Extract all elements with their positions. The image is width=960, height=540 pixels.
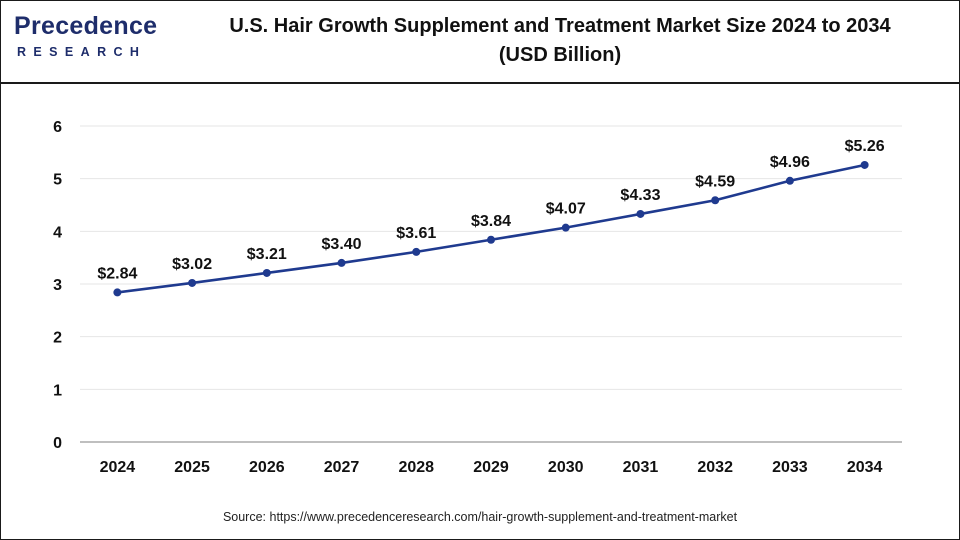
header: Precedence RESEARCH U.S. Hair Growth Sup… [0, 0, 960, 84]
line-chart: 0 1 2 3 4 5 6 2024 2025 2026 2027 2028 2029 2030 2031 2… [53, 119, 902, 476]
x-tick-label: 2028 [398, 459, 434, 476]
y-tick-label: 2 [53, 330, 62, 347]
data-label: $3.02 [172, 256, 212, 273]
x-tick-label: 2034 [847, 459, 883, 476]
data-label: $4.96 [770, 154, 810, 171]
y-tick-label: 0 [53, 435, 62, 452]
x-tick-label: 2029 [473, 459, 509, 476]
x-tick-label: 2027 [324, 459, 360, 476]
source-note: Source: https://www.precedenceresearch.c… [0, 510, 960, 524]
data-point [337, 258, 346, 267]
data-label: $4.33 [620, 187, 660, 204]
x-tick-label: 2032 [697, 459, 733, 476]
brand-logo: Precedence RESEARCH [14, 12, 164, 64]
x-tick-label: 2033 [772, 459, 808, 476]
y-tick-label: 6 [53, 119, 62, 136]
brand-sub: RESEARCH [17, 45, 147, 59]
x-tick-label: 2024 [100, 459, 136, 476]
data-point [412, 247, 421, 256]
data-label: $3.40 [322, 236, 362, 253]
data-point [487, 235, 495, 244]
data-label: $3.61 [396, 225, 436, 242]
data-point [860, 160, 869, 169]
data-point [636, 209, 645, 218]
x-tick-label: 2030 [548, 459, 584, 476]
data-point [561, 223, 570, 232]
data-point [711, 196, 720, 205]
x-tick-label: 2026 [249, 459, 285, 476]
chart-title: U.S. Hair Growth Supplement and Treatmen… [229, 15, 891, 37]
data-point [262, 268, 271, 277]
brand-name: Precedence [14, 12, 158, 40]
data-label: $3.84 [471, 213, 511, 230]
data-label: $3.21 [247, 246, 287, 263]
data-point [785, 176, 794, 185]
data-label: $4.59 [695, 173, 735, 190]
chart-subtitle: (USD Billion) [498, 44, 622, 66]
data-point [188, 278, 197, 287]
data-label: $4.07 [546, 201, 586, 218]
data-label: $2.84 [97, 265, 137, 282]
source-text: Source: https://www.precedenceresearch.c… [222, 510, 738, 524]
data-label: $5.26 [845, 138, 885, 155]
x-tick-label: 2025 [174, 459, 210, 476]
y-tick-label: 4 [53, 224, 62, 241]
x-tick-label: 2031 [623, 459, 659, 476]
y-tick-label: 5 [53, 172, 62, 189]
data-point [113, 288, 122, 297]
y-tick-label: 3 [53, 277, 62, 294]
chart-title-block: U.S. Hair Growth Supplement and Treatmen… [180, 12, 940, 70]
y-tick-label: 1 [53, 382, 62, 399]
